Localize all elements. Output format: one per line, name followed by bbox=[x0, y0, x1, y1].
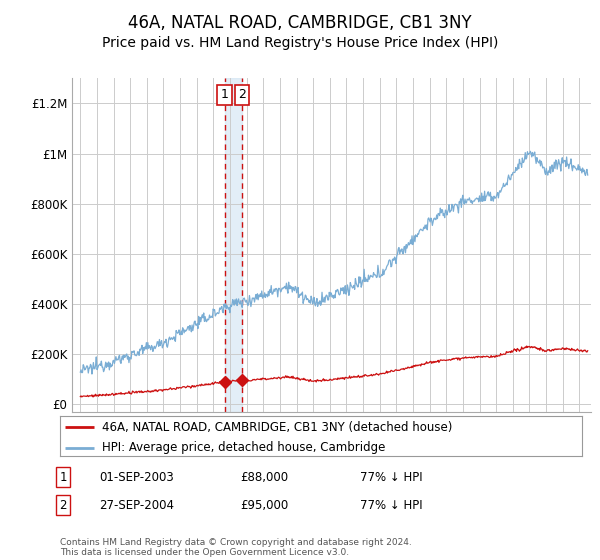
Text: 77% ↓ HPI: 77% ↓ HPI bbox=[360, 498, 422, 512]
Text: 46A, NATAL ROAD, CAMBRIDGE, CB1 3NY (detached house): 46A, NATAL ROAD, CAMBRIDGE, CB1 3NY (det… bbox=[102, 421, 452, 434]
Text: HPI: Average price, detached house, Cambridge: HPI: Average price, detached house, Camb… bbox=[102, 441, 385, 454]
Text: £88,000: £88,000 bbox=[240, 470, 288, 484]
Text: 01-SEP-2003: 01-SEP-2003 bbox=[99, 470, 174, 484]
Text: 1: 1 bbox=[221, 88, 229, 101]
Text: 27-SEP-2004: 27-SEP-2004 bbox=[99, 498, 174, 512]
Text: 2: 2 bbox=[238, 88, 246, 101]
Text: 1: 1 bbox=[59, 470, 67, 484]
Text: Price paid vs. HM Land Registry's House Price Index (HPI): Price paid vs. HM Land Registry's House … bbox=[102, 36, 498, 50]
Bar bbox=[224, 78, 242, 412]
Text: 77% ↓ HPI: 77% ↓ HPI bbox=[360, 470, 422, 484]
Text: 2: 2 bbox=[59, 498, 67, 512]
Text: £95,000: £95,000 bbox=[240, 498, 288, 512]
Text: Contains HM Land Registry data © Crown copyright and database right 2024.
This d: Contains HM Land Registry data © Crown c… bbox=[60, 538, 412, 557]
Text: 46A, NATAL ROAD, CAMBRIDGE, CB1 3NY: 46A, NATAL ROAD, CAMBRIDGE, CB1 3NY bbox=[128, 14, 472, 32]
